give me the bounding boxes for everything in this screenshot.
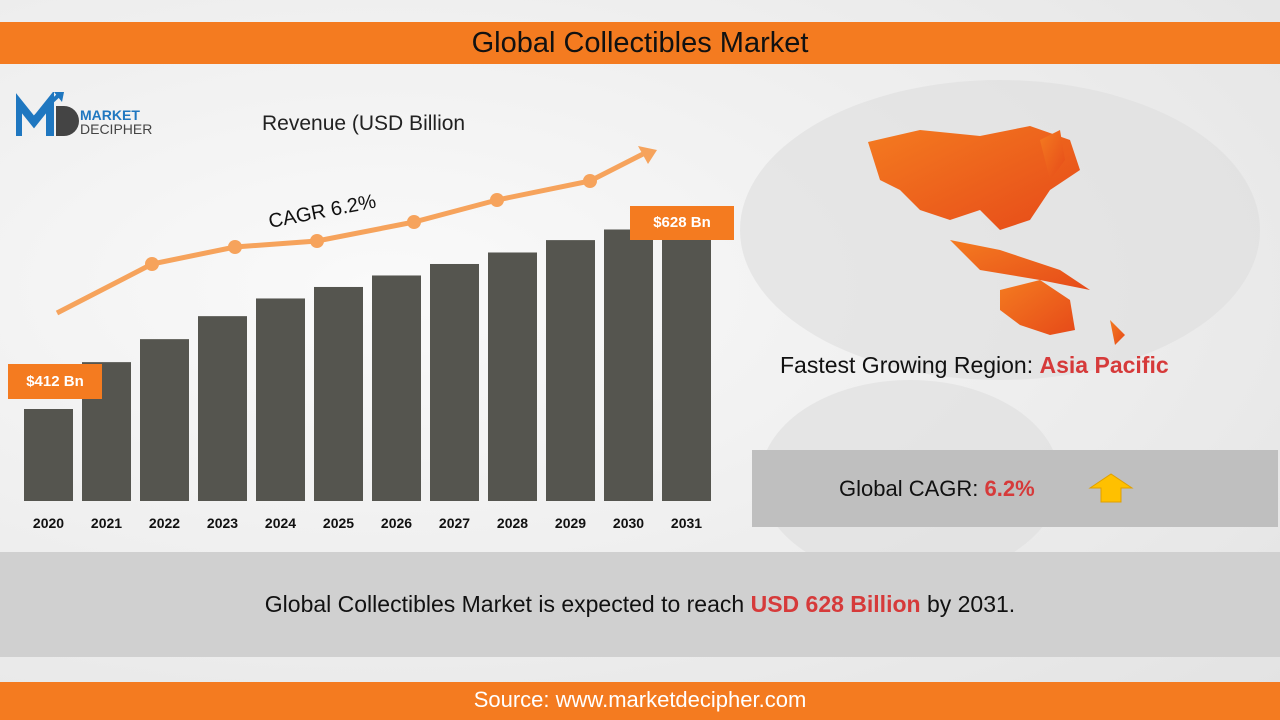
region-value: Asia Pacific xyxy=(1039,352,1169,378)
cagr-box: Global CAGR: 6.2% xyxy=(752,450,1278,527)
fastest-growing-region: Fastest Growing Region: Asia Pacific xyxy=(780,352,1169,379)
trend-point xyxy=(407,215,421,229)
arrow-up-icon xyxy=(1088,473,1134,503)
x-tick-label: 2024 xyxy=(265,515,296,531)
bar-2022 xyxy=(140,339,189,501)
chart-title: Revenue (USD Billion xyxy=(262,112,466,135)
x-tick-label: 2028 xyxy=(497,515,528,531)
x-tick-label: 2025 xyxy=(323,515,354,531)
bar-2024 xyxy=(256,298,305,501)
bar-chart: 2020 2021 2022 2023 2024 2025 2026 2027 2028 2029… xyxy=(24,146,711,531)
data-label-first: $412 Bn xyxy=(8,364,102,399)
trend-point xyxy=(583,174,597,188)
bar-2020 xyxy=(24,409,73,501)
bar-2028 xyxy=(488,252,537,501)
x-tick-label: 2027 xyxy=(439,515,470,531)
x-tick-label: 2031 xyxy=(671,515,702,531)
region-label: Fastest Growing Region: xyxy=(780,352,1034,378)
trend-point xyxy=(490,193,504,207)
bar-2027 xyxy=(430,263,479,501)
x-tick-label: 2029 xyxy=(555,515,586,531)
trend-point xyxy=(145,257,159,271)
cagr-label: Global CAGR: xyxy=(839,476,979,501)
logo-icon xyxy=(16,92,79,136)
x-tick-label: 2026 xyxy=(381,515,412,531)
x-tick-label: 2030 xyxy=(613,515,644,531)
summary-text: Global Collectibles Market is expected t… xyxy=(264,591,745,617)
data-label-last: $628 Bn xyxy=(630,206,734,240)
trend-point xyxy=(310,234,324,248)
bar-2023 xyxy=(198,316,247,501)
bar-2031 xyxy=(662,218,711,501)
x-tick-label: 2020 xyxy=(33,515,64,531)
trend-line xyxy=(55,150,647,316)
logo-text: DECIPHER xyxy=(80,121,153,137)
bar-2025 xyxy=(314,286,363,501)
trend-arrowhead xyxy=(638,146,657,164)
asia-pacific-map xyxy=(868,126,1125,345)
x-tick-label: 2021 xyxy=(91,515,122,531)
page-title: Global Collectibles Market xyxy=(0,22,1280,64)
summary-banner: Global Collectibles Market is expected t… xyxy=(0,552,1280,657)
cagr-annotation: CAGR 6.2% xyxy=(267,190,378,232)
cagr-value: 6.2% xyxy=(984,476,1035,501)
x-tick-label: 2022 xyxy=(149,515,180,531)
trend-point xyxy=(228,240,242,254)
summary-suffix: by 2031. xyxy=(926,591,1016,617)
source-footer: Source: www.marketdecipher.com xyxy=(0,682,1280,720)
logo-text: MARKET xyxy=(80,107,140,123)
summary-highlight: USD 628 Billion xyxy=(750,591,921,617)
x-tick-label: 2023 xyxy=(207,515,238,531)
bar-2026 xyxy=(372,275,421,501)
bar-2029 xyxy=(546,240,595,501)
bar-2030 xyxy=(604,229,653,502)
